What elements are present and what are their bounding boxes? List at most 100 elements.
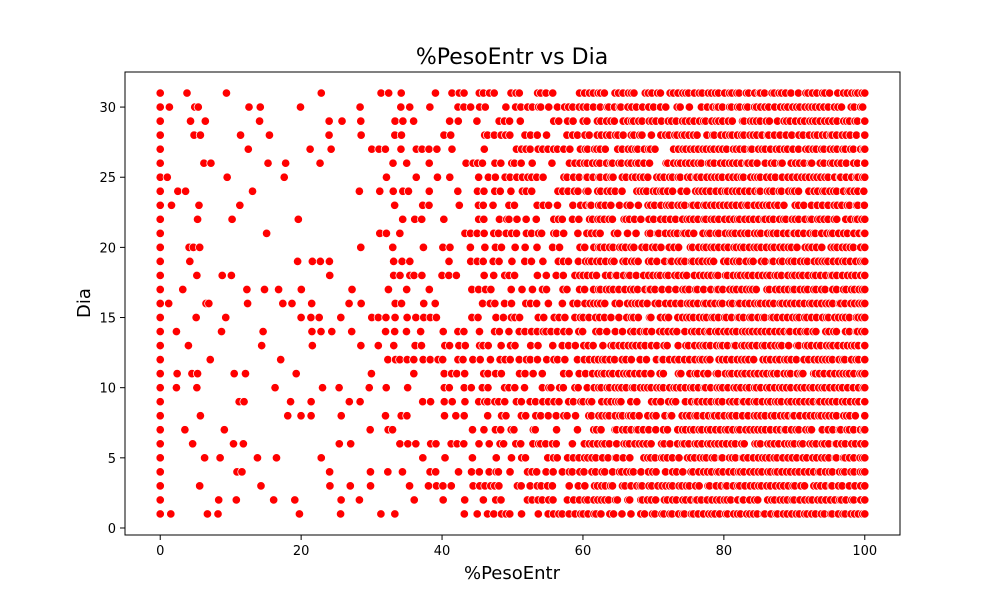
data-point bbox=[444, 383, 454, 393]
data-point bbox=[580, 481, 590, 491]
data-point bbox=[584, 130, 594, 140]
data-point bbox=[703, 369, 713, 379]
data-point bbox=[512, 214, 522, 224]
data-point bbox=[479, 270, 489, 280]
data-point bbox=[860, 228, 870, 238]
data-point bbox=[222, 172, 232, 182]
data-point bbox=[658, 369, 668, 379]
data-point bbox=[651, 411, 661, 421]
data-point bbox=[465, 242, 475, 252]
data-point bbox=[432, 172, 442, 182]
data-point bbox=[325, 481, 335, 491]
data-point bbox=[296, 411, 306, 421]
data-point bbox=[389, 341, 399, 351]
data-point bbox=[516, 158, 526, 168]
data-point bbox=[356, 341, 366, 351]
y-tick-label: 30 bbox=[99, 101, 116, 116]
data-point bbox=[626, 355, 636, 365]
data-point bbox=[591, 270, 601, 280]
data-point bbox=[616, 397, 626, 407]
data-point bbox=[293, 214, 303, 224]
data-point bbox=[195, 481, 205, 491]
data-point bbox=[395, 270, 405, 280]
data-point bbox=[402, 284, 412, 295]
data-point bbox=[570, 411, 581, 421]
data-point bbox=[459, 509, 469, 519]
data-point bbox=[417, 270, 427, 280]
data-point bbox=[792, 242, 802, 252]
data-point bbox=[639, 509, 650, 519]
data-point bbox=[356, 298, 366, 309]
data-point bbox=[229, 369, 239, 379]
data-point bbox=[860, 411, 870, 421]
data-point bbox=[237, 467, 247, 477]
data-point bbox=[860, 116, 870, 126]
data-point bbox=[431, 439, 441, 449]
data-point bbox=[860, 144, 870, 154]
data-point bbox=[390, 509, 400, 519]
data-point bbox=[334, 439, 344, 449]
data-point bbox=[424, 186, 434, 196]
data-point bbox=[430, 88, 440, 98]
data-point bbox=[264, 130, 274, 140]
data-point bbox=[305, 144, 315, 154]
data-point bbox=[860, 439, 870, 449]
data-point bbox=[678, 467, 688, 477]
data-point bbox=[727, 116, 737, 126]
data-point bbox=[430, 298, 440, 309]
data-point bbox=[290, 495, 300, 505]
data-point bbox=[494, 327, 504, 337]
data-point bbox=[521, 214, 531, 224]
y-axis-label: Dia bbox=[74, 288, 95, 318]
data-point bbox=[397, 467, 408, 477]
data-point bbox=[505, 116, 515, 126]
data-point bbox=[474, 172, 484, 182]
data-point bbox=[692, 130, 702, 140]
data-point bbox=[402, 411, 412, 421]
data-point bbox=[155, 200, 165, 210]
data-point bbox=[446, 130, 456, 140]
data-point bbox=[188, 439, 198, 449]
data-point bbox=[366, 369, 376, 379]
data-point bbox=[337, 116, 347, 126]
data-point bbox=[541, 270, 551, 280]
data-point bbox=[479, 144, 489, 154]
data-point bbox=[173, 186, 183, 196]
data-point bbox=[409, 495, 419, 505]
data-point bbox=[255, 102, 265, 112]
data-point bbox=[609, 256, 619, 266]
data-point bbox=[195, 242, 205, 252]
data-point bbox=[538, 256, 548, 266]
data-point bbox=[798, 369, 808, 379]
data-point bbox=[572, 130, 583, 140]
data-point bbox=[460, 495, 470, 505]
data-point bbox=[655, 88, 665, 98]
data-point bbox=[155, 298, 165, 309]
data-point bbox=[411, 312, 421, 323]
data-point bbox=[709, 256, 719, 266]
data-point bbox=[155, 481, 165, 491]
data-point bbox=[286, 397, 296, 407]
data-point bbox=[558, 270, 568, 280]
data-point bbox=[155, 256, 165, 266]
data-point bbox=[440, 453, 450, 463]
data-point bbox=[637, 130, 647, 140]
data-point bbox=[643, 172, 653, 182]
data-point bbox=[564, 481, 574, 491]
data-point bbox=[180, 425, 190, 435]
data-point bbox=[647, 327, 657, 337]
data-point bbox=[166, 509, 176, 519]
data-point bbox=[536, 411, 546, 421]
x-axis-label: %PesoEntr bbox=[464, 563, 561, 584]
data-point bbox=[641, 355, 651, 365]
data-point bbox=[490, 298, 500, 309]
data-point bbox=[315, 158, 325, 168]
data-point bbox=[646, 369, 656, 379]
data-point bbox=[668, 186, 678, 196]
data-point bbox=[541, 130, 552, 140]
data-point bbox=[622, 228, 633, 238]
data-point bbox=[860, 172, 870, 182]
data-point bbox=[388, 158, 398, 168]
data-point bbox=[390, 312, 400, 323]
data-point bbox=[418, 397, 428, 407]
